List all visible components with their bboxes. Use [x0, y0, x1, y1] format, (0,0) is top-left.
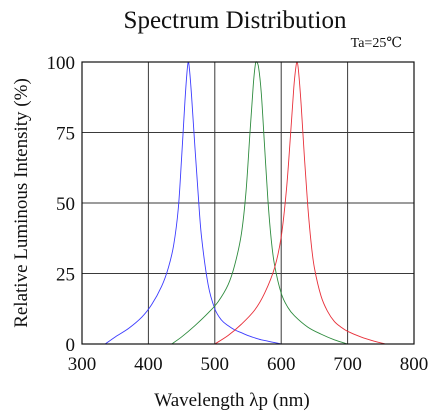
- y-tick-labels: 0 25 50 75 100: [47, 53, 76, 356]
- y-axis-title: Relative Luminous Intensity (%): [11, 78, 32, 328]
- plot-frame: [81, 61, 415, 345]
- y-tick-label: 50: [56, 194, 75, 215]
- series-layer: [104, 61, 386, 345]
- spectrum-curve-3: [214, 61, 386, 345]
- x-tick-label: 600: [267, 354, 296, 375]
- spectrum-curve-2: [171, 61, 348, 345]
- x-tick-labels: 300 400 500 600 700 800: [68, 354, 429, 375]
- y-tick-label: 75: [56, 124, 75, 145]
- x-axis-title: Wavelength λp (nm): [154, 390, 309, 411]
- chart-title: Spectrum Distribution: [124, 7, 347, 34]
- spectrum-curve-1: [104, 61, 282, 345]
- condition-label: Ta=25℃: [351, 36, 402, 51]
- x-tick-label: 500: [201, 354, 230, 375]
- x-tick-label: 300: [68, 354, 97, 375]
- y-tick-label: 100: [47, 53, 76, 74]
- x-tick-label: 800: [400, 354, 429, 375]
- x-tick-label: 400: [134, 354, 163, 375]
- grid-layer: [81, 61, 415, 345]
- y-tick-label: 25: [56, 265, 75, 286]
- y-tick-label: 0: [66, 335, 76, 356]
- x-tick-label: 700: [333, 354, 362, 375]
